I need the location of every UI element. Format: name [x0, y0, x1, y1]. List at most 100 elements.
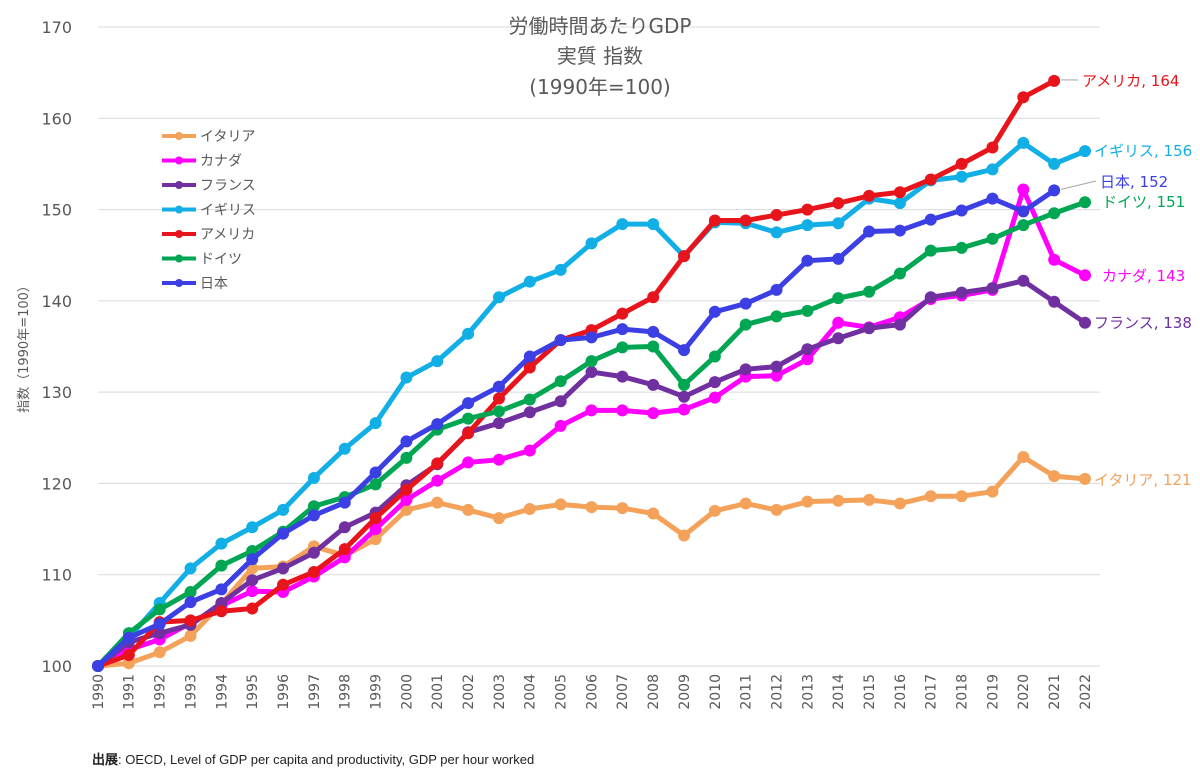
data-point: [678, 390, 691, 403]
data-point: [863, 189, 876, 202]
x-tick-label: 2012: [769, 674, 785, 710]
data-point: [616, 218, 629, 231]
data-point: [801, 203, 814, 216]
data-point: [647, 218, 660, 231]
legend-marker: [175, 230, 183, 238]
data-point: [462, 456, 475, 469]
data-point: [863, 493, 876, 506]
data-point: [492, 380, 505, 393]
data-point: [523, 406, 536, 419]
data-point: [770, 503, 783, 516]
x-tick-label: 1991: [122, 674, 138, 710]
x-tick-label: 2004: [523, 674, 539, 710]
data-point: [986, 232, 999, 245]
y-tick-label: 120: [41, 474, 72, 493]
data-point: [708, 350, 721, 363]
x-tick-label: 1993: [183, 674, 199, 710]
data-point: [1017, 136, 1030, 149]
data-point: [955, 170, 968, 183]
data-point: [307, 471, 320, 484]
data-point: [801, 353, 814, 366]
data-point: [770, 360, 783, 373]
data-point: [585, 237, 598, 250]
data-point: [1048, 207, 1061, 220]
data-point: [616, 341, 629, 354]
data-point: [492, 392, 505, 405]
y-tick-label: 100: [41, 657, 72, 676]
data-point: [92, 660, 104, 672]
data-point: [1048, 295, 1061, 308]
data-point: [492, 417, 505, 430]
x-tick-label: 2002: [461, 674, 477, 710]
data-point: [277, 578, 290, 591]
data-point: [955, 241, 968, 254]
data-point: [893, 267, 906, 280]
data-point: [215, 605, 228, 618]
data-point: [801, 304, 814, 317]
data-point: [616, 370, 629, 383]
data-point: [739, 497, 752, 510]
data-point: [523, 502, 536, 515]
data-point: [647, 325, 660, 338]
y-tick-label: 130: [41, 383, 72, 402]
data-point: [400, 371, 413, 384]
data-point: [708, 214, 721, 227]
data-point: [832, 332, 845, 345]
end-label: アメリカ, 164: [1082, 72, 1179, 90]
data-point: [863, 322, 876, 335]
x-tick-label: 2003: [492, 674, 508, 710]
x-tick-label: 1992: [153, 674, 169, 710]
x-tick-label: 2005: [554, 674, 570, 710]
data-point: [1079, 316, 1091, 329]
data-point: [1048, 74, 1061, 87]
end-label-leader: [1061, 180, 1097, 190]
data-point: [986, 282, 999, 295]
data-point: [369, 466, 382, 479]
data-point: [924, 291, 937, 304]
data-point: [400, 483, 413, 496]
x-tick-label: 1999: [368, 674, 384, 710]
x-tick-label: 1996: [276, 674, 292, 710]
data-point: [924, 490, 937, 503]
data-point: [770, 369, 783, 382]
data-point: [832, 252, 845, 265]
data-point: [955, 157, 968, 170]
data-point: [585, 404, 598, 417]
data-point: [338, 442, 351, 455]
data-point: [554, 375, 567, 388]
data-point: [277, 527, 290, 540]
data-point: [431, 418, 444, 431]
data-point: [678, 378, 691, 391]
data-point: [184, 596, 197, 609]
end-label: 日本, 152: [1100, 173, 1168, 191]
data-point: [585, 331, 598, 344]
data-point: [832, 292, 845, 305]
data-point: [1017, 274, 1030, 287]
data-point: [924, 213, 937, 226]
data-point: [832, 494, 845, 507]
y-tick-label: 140: [41, 292, 72, 311]
x-tick-label: 2010: [708, 674, 724, 710]
end-label: ドイツ, 151: [1102, 193, 1185, 211]
data-point: [1048, 253, 1061, 266]
data-point: [678, 344, 691, 357]
x-tick-label: 2016: [893, 674, 909, 710]
data-point: [523, 350, 536, 363]
legend-marker: [175, 156, 183, 165]
data-point: [708, 376, 721, 389]
data-point: [770, 226, 783, 239]
data-point: [1079, 472, 1091, 485]
data-point: [338, 543, 351, 556]
data-point: [554, 263, 567, 276]
x-tick-label: 2000: [399, 674, 415, 710]
data-point: [246, 602, 259, 615]
data-point: [955, 204, 968, 217]
data-point: [739, 297, 752, 310]
x-tick-label: 2022: [1078, 674, 1094, 710]
data-point: [678, 529, 691, 542]
x-tick-label: 1990: [91, 674, 107, 710]
data-point: [153, 603, 166, 616]
data-point: [863, 285, 876, 298]
data-point: [307, 546, 320, 559]
data-point: [246, 521, 259, 534]
